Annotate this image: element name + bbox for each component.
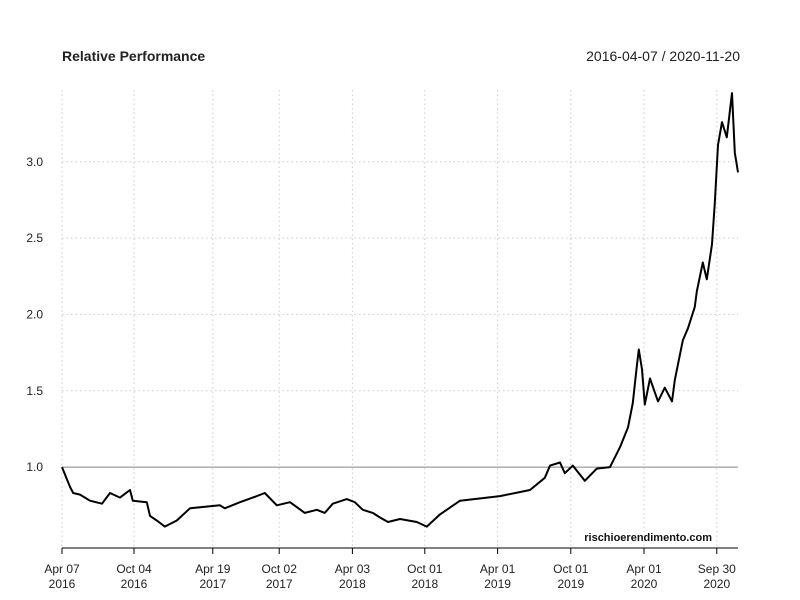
x-tick-label: Sep 30: [698, 562, 736, 576]
x-tick-year: 2019: [484, 577, 511, 591]
date-range: 2016-04-07 / 2020-11-20: [586, 48, 740, 64]
watermark: rischioerendimento.com: [584, 532, 712, 544]
chart-title: Relative Performance: [62, 48, 205, 64]
x-tick-label: Apr 01: [626, 562, 662, 576]
y-tick-label: 3.0: [26, 155, 43, 169]
y-axis: 1.0 1.5 2.0 2.5 3.0: [26, 155, 43, 474]
x-tick-label: Oct 04: [116, 562, 152, 576]
x-tick-year: 2020: [703, 577, 730, 591]
x-tick-label: Apr 01: [480, 562, 516, 576]
x-tick-year: 2018: [411, 577, 438, 591]
x-tick-label: Apr 19: [195, 562, 231, 576]
x-tick-year: 2016: [49, 577, 76, 591]
x-tick-label: Apr 03: [335, 562, 371, 576]
x-tick-year: 2020: [631, 577, 658, 591]
x-tick-year: 2016: [121, 577, 148, 591]
x-tick-label: Oct 01: [407, 562, 443, 576]
series-line: [61, 92, 739, 528]
x-tick-year: 2017: [266, 577, 293, 591]
y-tick-label: 1.0: [26, 460, 43, 474]
x-tick-label: Apr 07: [44, 562, 80, 576]
y-tick-label: 2.5: [26, 231, 43, 245]
x-tick-year: 2019: [557, 577, 584, 591]
grid: [61, 90, 738, 548]
x-tick-label: Oct 01: [553, 562, 589, 576]
x-tick-year: 2018: [339, 577, 366, 591]
x-tick-year: 2017: [199, 577, 226, 591]
y-tick-label: 2.0: [26, 307, 43, 321]
y-tick-label: 1.5: [26, 384, 43, 398]
x-tick-label: Oct 02: [262, 562, 298, 576]
